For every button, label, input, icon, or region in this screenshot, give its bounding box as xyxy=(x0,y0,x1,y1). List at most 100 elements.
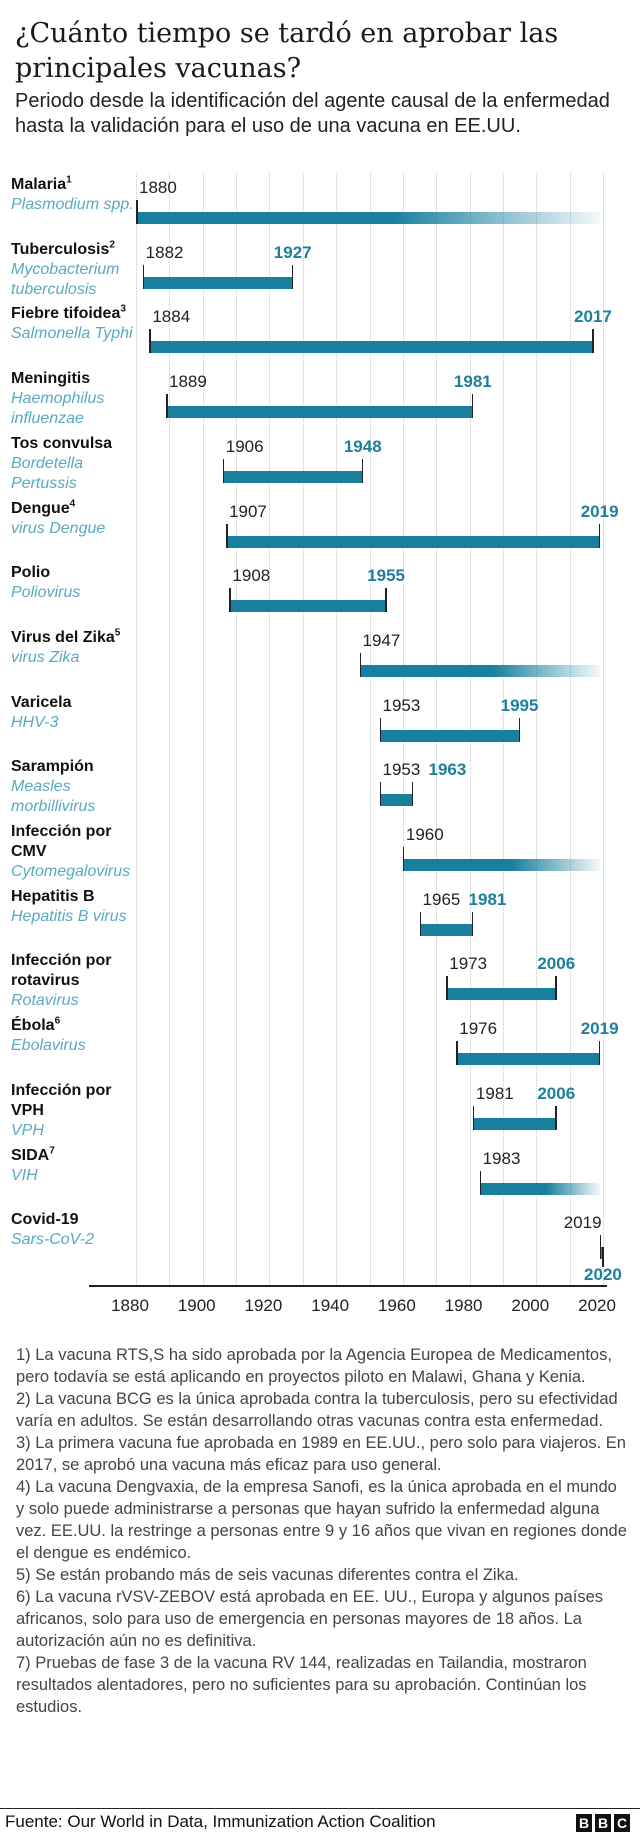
disease-name-text: Tos convulsa xyxy=(11,434,113,452)
x-tick-label: 1920 xyxy=(244,1296,283,1315)
gridline xyxy=(336,172,338,1285)
end-year-label: 2020 xyxy=(584,1265,622,1285)
gridline xyxy=(136,172,137,1285)
start-year-label: 2019 xyxy=(563,1213,602,1233)
disease-name-text: Hepatitis B xyxy=(11,887,95,905)
disease-name: Hepatitis B xyxy=(11,887,139,907)
range-bar xyxy=(359,664,600,677)
disease-name: Meningitis xyxy=(11,369,139,389)
end-tick xyxy=(471,394,474,419)
pathogen-name: Cytomegalovirus xyxy=(11,863,131,880)
gridline xyxy=(469,172,471,1285)
source-text: Fuente: Our World in Data, Immunization … xyxy=(5,1812,436,1831)
range-bar xyxy=(149,341,594,354)
footnote-ref: 7 xyxy=(49,1145,55,1157)
row-label: Polio Poliovirus xyxy=(11,563,139,603)
start-year-label: 1907 xyxy=(229,501,267,521)
end-year-label: 1948 xyxy=(343,436,382,456)
chart-title: ¿Cuánto tiempo se tardó en aprobar las p… xyxy=(15,18,559,84)
end-year-label: 1981 xyxy=(468,889,507,909)
row-label: Ébola6 Ebolavirus xyxy=(11,1016,139,1056)
end-tick xyxy=(598,523,601,548)
start-year-label: 1976 xyxy=(459,1019,498,1039)
start-year-label: 1882 xyxy=(145,242,184,262)
start-year-label: 1960 xyxy=(405,825,444,844)
end-tick xyxy=(518,717,521,742)
range-bar xyxy=(142,276,293,289)
disease-name: Tos convulsa xyxy=(11,434,139,454)
footnote-ref: 5 xyxy=(114,627,121,639)
pathogen-name: Rotavirus xyxy=(11,992,79,1010)
range-bar xyxy=(136,212,600,224)
disease-name: Sarampión xyxy=(11,757,139,777)
row-label: Infección por rotavirus Rotavirus xyxy=(11,951,139,1011)
gridline xyxy=(369,172,371,1285)
footnote-6: 6) La vacuna rVSV-ZEBOV está aprobada en… xyxy=(16,1588,603,1650)
range-bar xyxy=(166,406,473,419)
end-tick xyxy=(592,329,594,354)
row-label: Malaria1 Plasmodium spp. xyxy=(11,175,139,215)
footnote-1: 1) La vacuna RTS,S ha sido aprobada por … xyxy=(16,1346,612,1386)
start-tick xyxy=(136,200,138,224)
disease-name: Varicela xyxy=(11,693,139,713)
end-tick xyxy=(411,782,414,807)
disease-name: Dengue4 xyxy=(11,499,139,519)
start-year-label: 1983 xyxy=(482,1148,521,1168)
start-year-label: 1884 xyxy=(152,307,191,327)
disease-name-text: Covid-19 xyxy=(11,1211,79,1229)
disease-name-text: Dengue xyxy=(11,499,70,517)
start-year-label: 1880 xyxy=(139,178,177,197)
gridline xyxy=(402,172,404,1285)
range-bar xyxy=(419,923,473,936)
start-tick xyxy=(379,782,382,807)
x-tick-label: 1960 xyxy=(377,1296,416,1315)
start-year-label: 1965 xyxy=(422,889,461,909)
start-tick xyxy=(142,264,145,289)
range-bar xyxy=(379,794,413,807)
end-year-label: 1927 xyxy=(273,242,312,262)
range-bar xyxy=(446,988,557,1001)
pathogen-name: Salmonella Typhi xyxy=(11,325,133,343)
row-label: Dengue4 virus Dengue xyxy=(11,499,139,539)
disease-name-text: Virus del Zika xyxy=(11,628,115,646)
pathogen-name: Poliovirus xyxy=(11,584,81,602)
range-bar xyxy=(226,535,600,548)
disease-name: Infección por rotavirus xyxy=(11,951,139,991)
start-tick xyxy=(226,523,228,548)
row-label: Infección por CMV Cytomegalovirus xyxy=(11,822,139,882)
x-tick-label: 1900 xyxy=(177,1296,216,1315)
row-label: Infección por VPH VPH xyxy=(11,1081,139,1141)
footnotes: 1) La vacuna RTS,S ha sido aprobada por … xyxy=(16,1344,628,1718)
end-tick xyxy=(471,911,474,936)
footnote-ref: 3 xyxy=(120,304,126,316)
end-year-label: 2019 xyxy=(580,501,619,521)
row-label: Sarampión Measles morbillivirus xyxy=(11,757,139,817)
disease-name-text: Infección por rotavirus xyxy=(11,952,112,990)
disease-name: Covid-19 xyxy=(11,1210,139,1230)
footnote-2: 2) La vacuna BCG es la única aprobada co… xyxy=(16,1390,618,1430)
disease-name: SIDA7 xyxy=(11,1146,139,1166)
disease-name: Infección por VPH xyxy=(11,1081,139,1121)
pathogen-name: Ebolavirus xyxy=(11,1037,86,1055)
pathogen-name: Bordetella Pertussis xyxy=(11,454,84,492)
disease-name-text: Malaria xyxy=(11,176,67,193)
gridline xyxy=(202,172,204,1285)
range-bar xyxy=(456,1053,600,1066)
end-tick xyxy=(598,1041,601,1066)
gridline xyxy=(236,172,238,1285)
pathogen-name: Sars-CoV-2 xyxy=(11,1231,94,1249)
disease-name: Tuberculosis2 xyxy=(11,240,139,260)
end-tick xyxy=(555,976,557,1001)
disease-name-text: Fiebre tifoidea xyxy=(11,305,121,323)
start-year-label: 1906 xyxy=(225,436,264,456)
end-tick xyxy=(602,1247,604,1268)
footnote-ref: 2 xyxy=(109,239,115,251)
pathogen-name: Plasmodium spp. xyxy=(11,196,134,213)
row-label: Hepatitis B Hepatitis B virus xyxy=(11,887,139,927)
start-tick xyxy=(456,1041,458,1066)
disease-name-text: Sarampión xyxy=(11,758,94,776)
pathogen-name: Measles morbillivirus xyxy=(11,778,96,816)
gridline xyxy=(269,172,271,1285)
gridline xyxy=(436,172,438,1285)
gridline xyxy=(169,172,171,1285)
